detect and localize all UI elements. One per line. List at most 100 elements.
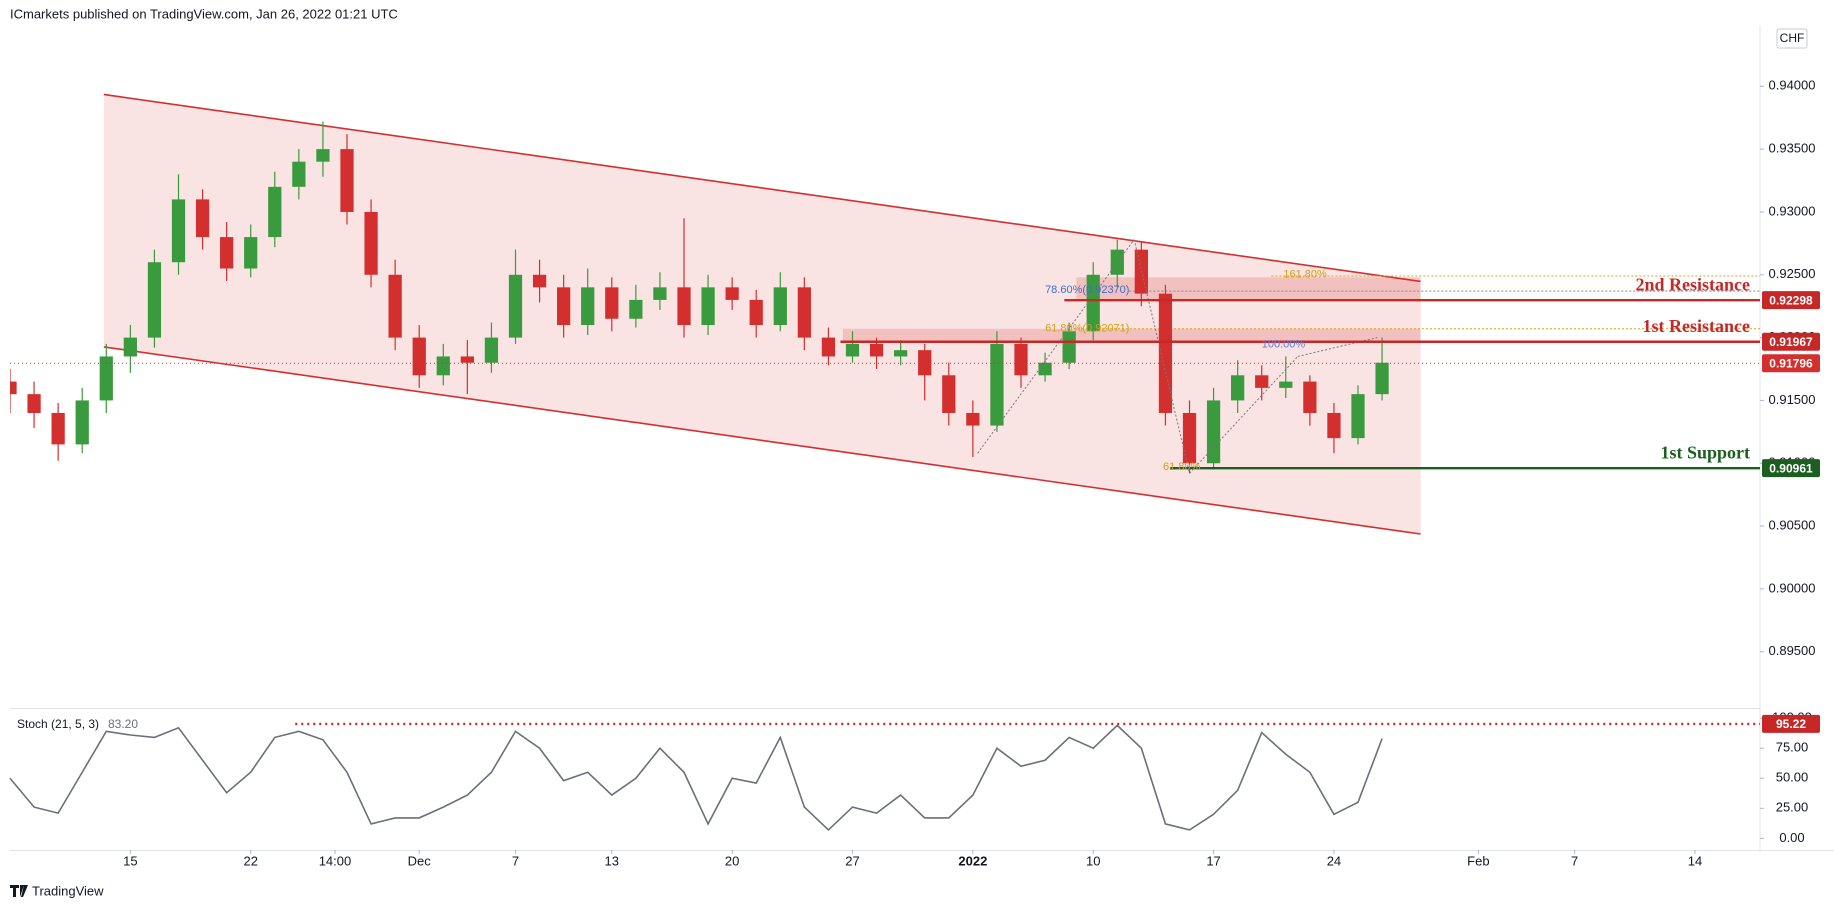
x-tick-label: 15 [123,853,137,868]
candle-body [1303,381,1317,413]
candle-body [99,356,113,401]
x-tick-label: Dec [408,853,432,868]
candle-body [1351,394,1365,439]
candle-body [244,237,258,269]
candle-body [123,337,137,357]
stoch-tick-label: 50.00 [1776,770,1809,785]
candle-body [821,337,836,357]
candle-body [1231,375,1245,401]
price-badge [1762,459,1820,478]
price-badge [1762,291,1820,310]
x-tick-label: Feb [1467,853,1489,868]
candle-body [749,299,763,326]
candle-body [27,394,41,413]
candle-body [292,161,306,187]
candle-body [195,199,210,238]
candle-body [436,356,450,376]
candle-body [653,287,667,300]
stoch-last: 83.20 [108,717,138,731]
channel-line [103,346,1421,535]
fib-connector [977,239,1135,454]
candle-body [1086,274,1100,332]
candle-body [1255,375,1269,388]
candle-body [412,337,426,376]
price-badge-label: 0.92298 [1769,293,1813,307]
candle-body [677,287,691,326]
candle-body [171,199,186,263]
candle-body [797,287,811,338]
y-tick-label: 0.94000 [1769,78,1816,93]
fib-label: 61.80%(0.92071) [1045,323,1129,335]
candle-body [629,299,643,319]
main-pane: 161.80% 78.60%(0.92370) 61.80%(0.92071) 100… [10,93,1760,535]
candle-body [942,375,956,413]
candle-body [316,149,330,162]
y-tick-label: 0.91500 [1769,392,1816,407]
x-tick-label: 27 [845,853,859,868]
header: ICmarkets published on TradingView.com, … [10,6,398,21]
candle-body [1375,362,1389,395]
candle-body [557,287,571,326]
footer-text: TradingView [32,883,104,898]
candle-body [1206,400,1221,464]
candle-body [75,400,89,445]
logo-icon [10,885,28,897]
candle-body [51,412,65,445]
currency-label: CHF [1780,31,1805,45]
candle-body [1038,362,1052,376]
fib-connector [1133,239,1190,474]
stoch-badge [1762,714,1820,733]
candle-body [725,287,739,300]
stoch-tick-label: 75.00 [1776,740,1809,755]
candle-body [845,343,860,357]
candle-body [388,274,402,338]
y-tick-label: 0.90000 [1769,580,1816,595]
stoch-tick-label: 25.00 [1776,800,1809,815]
candle-body [220,237,234,269]
y-tick-label: 0.92500 [1769,266,1816,281]
candle-body [1279,381,1293,388]
plot: 161.80%78.60%(0.92370)61.80%(0.92071)100… [9,78,1820,868]
fib-label: 161.80% [1283,269,1327,281]
price-badge-label: 0.91967 [1769,335,1813,349]
candle-body [508,274,523,338]
candle-body [10,381,17,395]
candle-body [268,186,282,238]
x-tick-label: 7 [512,853,519,868]
candle-body [340,149,354,212]
currency-box[interactable] [1776,28,1808,49]
y-tick-label: 0.90500 [1769,518,1816,533]
candle-body [147,262,162,338]
footer-logo [10,885,28,897]
x-tick-label: 14 [1688,853,1702,868]
candle-body [894,350,908,357]
candle-body [1014,343,1028,376]
candle-body [773,287,787,326]
candle-body [918,350,932,376]
x-tick-label: 7 [1571,853,1578,868]
level-name: 1st Resistance [1643,316,1750,336]
price-badge-label: 0.91796 [1769,356,1813,370]
level-name: 2nd Resistance [1635,274,1750,294]
resistance-zone [842,328,1421,342]
x-tick-label: 20 [725,853,739,868]
stoch-line [9,724,1383,832]
fib-label: 100.00% [1262,338,1306,350]
candle-body [484,337,499,363]
candle-body [990,343,1004,426]
x-tick-label: 2022 [958,853,987,868]
y-tick-label: 0.89500 [1769,643,1816,658]
fib-label: 61.80% [1163,461,1201,473]
x-tick-label: 14:00 [319,853,352,868]
candle-body [364,211,378,275]
candle-body [1062,331,1076,363]
stoch-badge-label: 95.22 [1776,717,1806,731]
x-tick-label: 10 [1086,853,1100,868]
x-tick-label: 22 [243,853,257,868]
fib-label: 78.60%(0.92370) [1045,284,1129,296]
price-badge-label: 0.90961 [1769,461,1813,475]
candle-body [1158,293,1173,413]
candle-body [1327,412,1341,439]
